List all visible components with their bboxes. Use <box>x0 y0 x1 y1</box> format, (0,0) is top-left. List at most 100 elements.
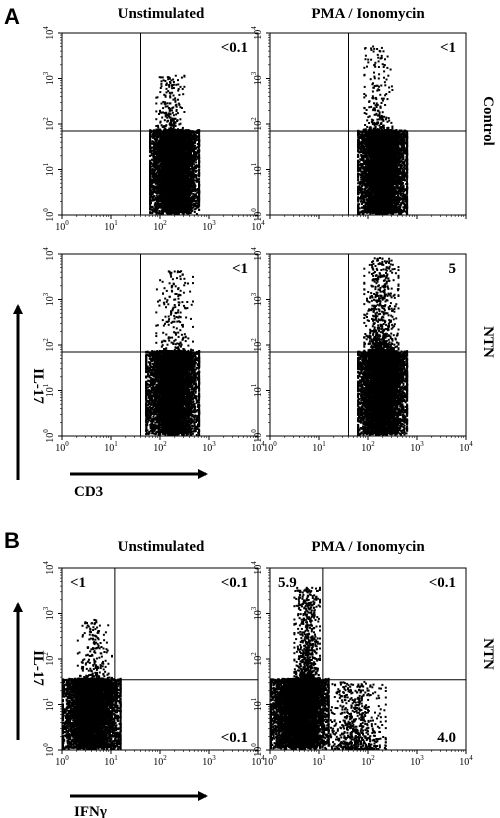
event-dot <box>194 144 196 147</box>
event-dot <box>158 160 161 163</box>
event-dot <box>197 198 199 201</box>
event-dot <box>150 208 153 211</box>
event-dot <box>155 175 158 178</box>
event-dot <box>152 185 155 188</box>
event-dot <box>153 154 155 157</box>
tick-exponent: 1 <box>42 162 50 166</box>
tick-exponent: 1 <box>114 219 118 227</box>
tick-base: 10 <box>45 121 56 131</box>
event-dot <box>188 170 191 173</box>
y-tick-label: 104 <box>42 26 56 40</box>
event-dot <box>173 212 176 215</box>
event-dot <box>150 192 153 195</box>
event-dot <box>195 167 197 169</box>
x-tick-label: 104 <box>251 219 265 233</box>
event-dot <box>198 144 201 147</box>
event-dot <box>149 154 152 157</box>
event-dot <box>192 202 195 205</box>
event-dot <box>160 209 163 212</box>
event-dot <box>157 164 160 167</box>
event-dot <box>198 187 201 190</box>
tick-exponent: 4 <box>42 26 50 30</box>
panel-a-row-label-control: Control <box>480 96 496 146</box>
event-dot <box>182 168 185 171</box>
event-dot <box>156 138 159 141</box>
event-dot <box>162 172 165 175</box>
event-dot <box>193 163 196 166</box>
event-dot <box>155 178 158 181</box>
event-dot <box>181 167 184 170</box>
event-dot <box>194 133 197 136</box>
event-dot <box>155 180 157 183</box>
event-dot <box>195 131 198 134</box>
event-dot <box>192 192 195 195</box>
event-dot <box>190 183 193 186</box>
event-dot <box>149 131 152 134</box>
event-dot <box>150 152 153 155</box>
tick-exponent: 0 <box>65 219 69 227</box>
tick-base: 10 <box>45 212 56 222</box>
tick-base: 10 <box>45 30 56 40</box>
event-dot <box>196 199 199 202</box>
event-dot <box>187 212 190 215</box>
event-dot <box>159 140 162 143</box>
x-tick-label: 101 <box>104 219 118 233</box>
tick-base: 10 <box>55 222 65 233</box>
event-dot <box>195 139 198 142</box>
event-dot <box>191 186 194 188</box>
tick-exponent: 2 <box>42 117 50 121</box>
event-dot <box>198 166 201 169</box>
panel-b-column-title-pma-ionomycin: PMA / Ionomycin <box>311 539 425 555</box>
panel-a-row-label-ntn: NTN <box>480 326 496 358</box>
event-dot <box>187 204 189 207</box>
event-dot <box>193 168 196 170</box>
event-dot <box>193 211 196 213</box>
event-dot <box>192 185 195 188</box>
event-dot <box>186 181 189 184</box>
event-dot <box>193 160 196 163</box>
event-dot <box>198 168 201 171</box>
event-dot <box>191 158 193 161</box>
event-dot <box>155 194 158 197</box>
event-dot <box>149 130 152 133</box>
event-dot <box>195 202 198 205</box>
event-dot <box>155 152 158 155</box>
event-dot <box>149 196 152 199</box>
event-dot <box>150 194 153 197</box>
event-dot <box>195 179 197 182</box>
event-dot <box>149 204 152 207</box>
event-dot <box>196 149 199 152</box>
event-dot <box>164 135 166 138</box>
event-dot <box>159 203 162 205</box>
tick-exponent: 3 <box>212 219 216 227</box>
event-dot <box>150 135 153 138</box>
event-dot <box>195 164 198 167</box>
y-tick-label: 100 <box>42 208 56 222</box>
tick-base: 10 <box>45 75 56 85</box>
event-dot <box>155 212 158 215</box>
event-dot <box>198 195 201 198</box>
tick-exponent: 2 <box>163 219 167 227</box>
panel-a-x-axis-label: CD3 <box>74 484 103 500</box>
y-tick-label: 102 <box>42 117 56 131</box>
event-dot <box>152 199 154 202</box>
event-dot <box>191 150 194 153</box>
panel-b-letter: B <box>4 528 20 553</box>
event-dot <box>178 165 181 168</box>
event-dot <box>193 197 196 200</box>
event-dot <box>166 207 169 209</box>
event-dot <box>152 136 155 139</box>
panel-b-x-axis-label: IFNγ <box>74 804 107 818</box>
event-dot <box>196 188 199 190</box>
event-dots <box>149 74 201 215</box>
event-dot <box>193 199 196 202</box>
event-dot <box>194 170 197 173</box>
panel-a-column-title-pma-ionomycin: PMA / Ionomycin <box>311 6 425 22</box>
panel-b-y-axis-label: IL-17 <box>30 650 46 686</box>
event-dot <box>151 158 153 161</box>
event-dot <box>151 191 154 193</box>
event-dot <box>198 143 201 146</box>
event-dot <box>196 191 199 194</box>
